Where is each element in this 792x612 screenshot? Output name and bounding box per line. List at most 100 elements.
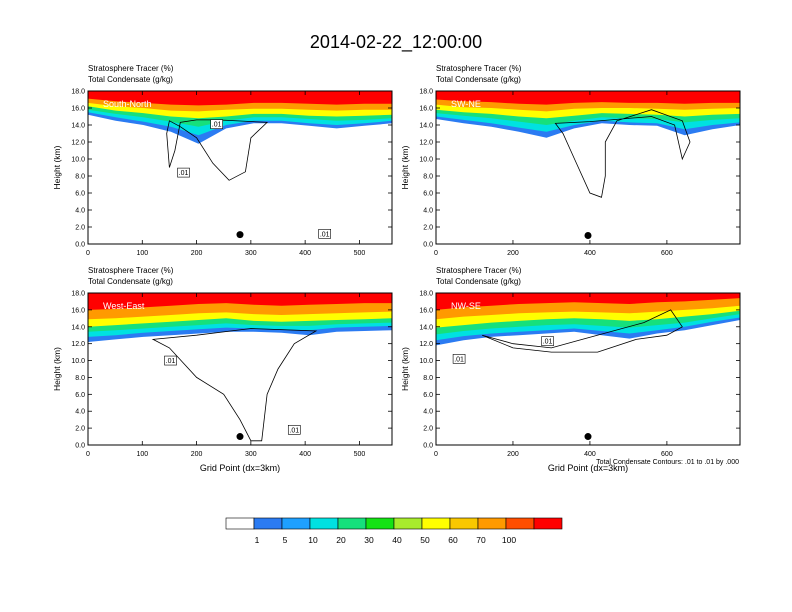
left-string-tracer: Stratosphere Tracer (%) xyxy=(88,266,174,275)
left-string-tracer: Stratosphere Tracer (%) xyxy=(88,64,174,73)
contour-label: .01 xyxy=(287,424,301,435)
y-tick-label: 0.0 xyxy=(75,242,85,249)
y-axis-label: Height (km) xyxy=(400,145,410,189)
y-tick-label: 14.0 xyxy=(419,324,433,331)
x-tick-label: 200 xyxy=(507,451,519,458)
x-axis-label: Grid Point (dx=3km) xyxy=(200,463,280,473)
y-tick-label: 0.0 xyxy=(423,242,433,249)
contour-label: .01 xyxy=(210,119,223,129)
x-tick-label: 500 xyxy=(354,451,366,458)
x-tick-label: 100 xyxy=(136,250,148,257)
contour-label: .01 xyxy=(318,229,331,239)
plot-area: .01 .01 .01 xyxy=(88,91,392,239)
y-tick-label: 6.0 xyxy=(75,191,85,198)
colorbar-swatch xyxy=(505,517,535,530)
y-tick-label: 12.0 xyxy=(419,341,433,348)
contour-label-text: .01 xyxy=(320,231,330,238)
y-tick-label: 2.0 xyxy=(423,426,433,433)
contour-label-text: .01 xyxy=(166,358,176,365)
y-tick-label: 10.0 xyxy=(71,157,85,164)
contour-label-text: .01 xyxy=(543,339,553,346)
x-tick-label: 200 xyxy=(507,250,519,257)
colorbar-label: 1 xyxy=(255,535,260,545)
tracer-layer-100pct xyxy=(436,91,740,105)
contour-label-box xyxy=(452,354,466,364)
x-tick-label: 500 xyxy=(354,250,366,257)
x-tick-label: 0 xyxy=(434,250,438,257)
chart-panel-south-north: .01 .01 .01 South-North Stratosphere Tracer … xyxy=(52,64,393,257)
y-tick-label: 4.0 xyxy=(75,208,85,215)
left-string-condensate: Total Condensate (g/kg) xyxy=(88,277,173,286)
colorbar-swatch xyxy=(365,517,395,530)
tracer-layer-100pct xyxy=(88,91,392,106)
y-tick-label: 2.0 xyxy=(423,225,433,232)
left-string-condensate: Total Condensate (g/kg) xyxy=(436,277,521,286)
x-tick-label: 400 xyxy=(584,250,596,257)
y-tick-label: 14.0 xyxy=(71,324,85,331)
colorbar-swatch xyxy=(309,517,339,530)
plot-area xyxy=(436,91,740,239)
condensate-contour xyxy=(554,109,691,198)
y-axis-label: Height (km) xyxy=(400,347,410,391)
left-string-tracer: Stratosphere Tracer (%) xyxy=(436,266,522,275)
y-tick-label: 4.0 xyxy=(423,208,433,215)
left-string-condensate: Total Condensate (g/kg) xyxy=(88,75,173,84)
contour-label: .01 xyxy=(452,354,466,364)
contour-label-text: .01 xyxy=(289,427,299,434)
x-tick-label: 300 xyxy=(245,451,257,458)
plot-frame xyxy=(87,90,393,245)
left-string-tracer: Stratosphere Tracer (%) xyxy=(436,64,522,73)
panel-label: SW-NE xyxy=(451,99,481,109)
y-tick-label: 2.0 xyxy=(75,225,85,232)
y-tick-label: 8.0 xyxy=(423,174,433,181)
location-marker xyxy=(236,231,244,239)
contour-footnote: Total Condensate Contours: .01 to .01 by… xyxy=(596,459,739,466)
y-tick-label: 10.0 xyxy=(71,358,85,365)
x-tick-label: 0 xyxy=(86,451,90,458)
y-tick-label: 10.0 xyxy=(419,157,433,164)
panel-label: South-North xyxy=(103,99,152,109)
y-tick-label: 16.0 xyxy=(419,307,433,314)
x-tick-label: 100 xyxy=(136,451,148,458)
x-tick-label: 400 xyxy=(299,451,311,458)
tracer-layer-100pct xyxy=(88,293,392,310)
y-tick-label: 12.0 xyxy=(419,140,433,147)
condensate-contour xyxy=(482,309,683,353)
chart-panel-nw-se: .01 .01 NW-SE Stratosphere Tracer (%) Total … xyxy=(400,266,741,473)
y-tick-label: 4.0 xyxy=(75,409,85,416)
contour-label: .01 xyxy=(177,167,190,178)
colorbar-label: 70 xyxy=(476,535,486,545)
location-marker xyxy=(236,433,244,441)
contour-label-box xyxy=(287,424,301,435)
panel-label: NW-SE xyxy=(451,301,481,311)
plot-frame xyxy=(435,292,741,446)
y-tick-label: 16.0 xyxy=(71,307,85,314)
colorbar-label: 50 xyxy=(420,535,430,545)
colorbar: 1 5 10 20 30 40 50 60 70 100 xyxy=(225,517,563,545)
colorbar-swatch xyxy=(449,517,479,530)
colorbar-label: 40 xyxy=(392,535,402,545)
tracer-layer-100pct xyxy=(436,293,740,310)
condensate-contour xyxy=(151,328,318,442)
chart-panel-sw-ne: SW-NE Stratosphere Tracer (%) Total Conden… xyxy=(400,64,741,257)
colorbar-swatch xyxy=(393,517,423,530)
y-tick-label: 18.0 xyxy=(71,89,85,96)
y-tick-label: 18.0 xyxy=(71,291,85,298)
x-tick-label: 0 xyxy=(434,451,438,458)
y-axis-label: Height (km) xyxy=(52,145,62,189)
colorbar-label: 30 xyxy=(364,535,374,545)
condensate-contour xyxy=(166,119,269,181)
left-string-condensate: Total Condensate (g/kg) xyxy=(436,75,521,84)
colorbar-swatch xyxy=(337,517,367,530)
y-tick-label: 4.0 xyxy=(423,409,433,416)
contour-label-box xyxy=(177,167,190,178)
colorbar-label: 10 xyxy=(308,535,318,545)
colorbar-swatch xyxy=(225,517,255,530)
y-tick-label: 2.0 xyxy=(75,426,85,433)
y-axis-label: Height (km) xyxy=(52,347,62,391)
location-marker xyxy=(584,232,592,239)
y-tick-label: 16.0 xyxy=(71,106,85,113)
contour-label-text: .01 xyxy=(212,122,222,129)
y-tick-label: 6.0 xyxy=(423,191,433,198)
